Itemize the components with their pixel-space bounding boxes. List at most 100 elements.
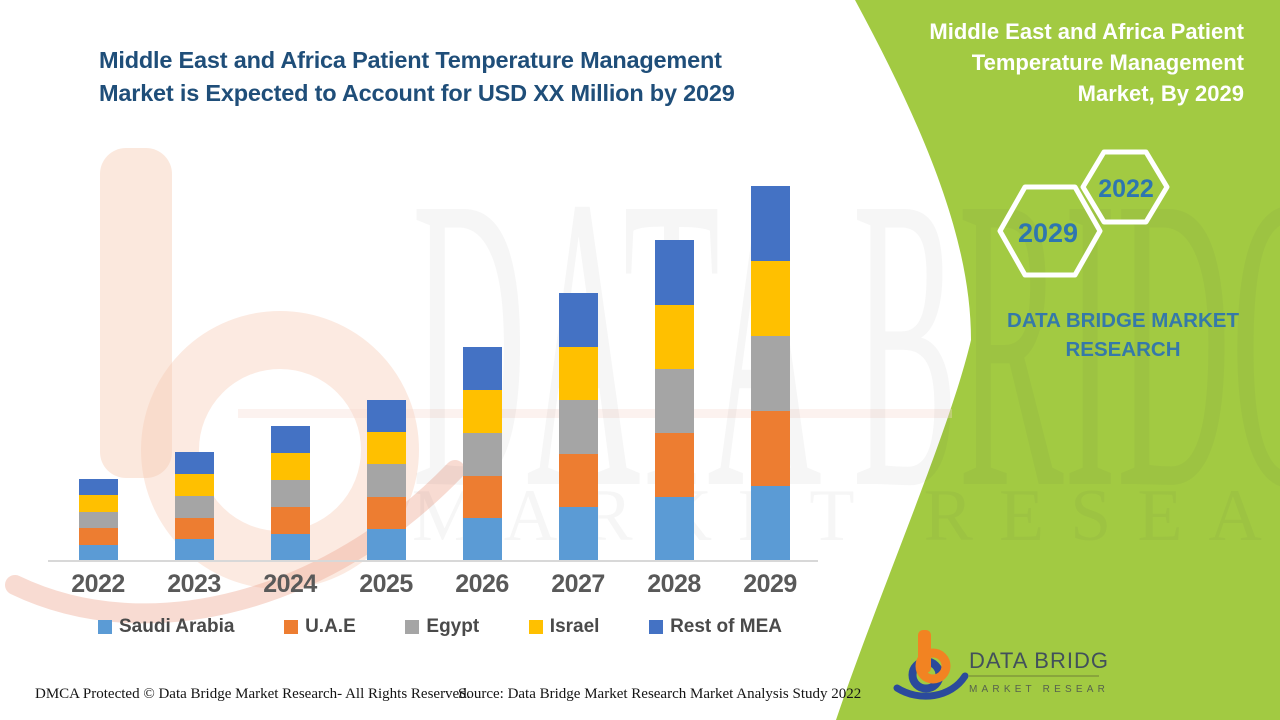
logo-orange-bowl	[915, 648, 951, 684]
bar-segment	[654, 496, 694, 561]
bar-segment	[462, 475, 502, 519]
bar-segment	[270, 453, 310, 480]
bar-segment	[366, 528, 406, 561]
bar-segment	[558, 292, 598, 347]
bar-segment	[270, 534, 310, 561]
bar-segment	[78, 511, 118, 528]
bar-stack-2028	[654, 240, 694, 561]
brand-caption: DATA BRIDGE MARKET RESEARCH	[1007, 309, 1239, 361]
bar-segment	[750, 486, 790, 561]
bar-segment	[78, 528, 118, 545]
bar-stack-2024	[270, 426, 310, 561]
hexagon-2029	[997, 184, 1103, 278]
bar-segment	[462, 390, 502, 433]
bar-stack-2026	[462, 347, 502, 561]
bar-segment	[462, 518, 502, 561]
bar-column	[146, 185, 242, 561]
panel-heading: Middle East and Africa Patient Temperatu…	[929, 19, 1244, 106]
legend-label: U.A.E	[305, 616, 356, 637]
legend-item: Israel	[528, 616, 600, 638]
bar-segment	[654, 304, 694, 369]
bar-column	[242, 185, 338, 561]
bar-segment	[558, 346, 598, 401]
hexagon-2022	[1080, 149, 1170, 225]
x-axis-label: 2029	[743, 570, 797, 598]
hexagon-2022-label: 2022	[1098, 175, 1154, 203]
bar-segment	[366, 432, 406, 465]
watermark-brand-text: DATA BRIDGE	[412, 110, 1280, 575]
legend-swatch	[284, 620, 299, 634]
bar-segment	[750, 336, 790, 411]
x-axis-label: 2028	[647, 570, 701, 598]
bar-segment	[270, 507, 310, 534]
bar-segment	[654, 432, 694, 497]
bar-stack-2027	[558, 292, 598, 561]
bar-column	[50, 185, 146, 561]
x-axis-label: 2027	[551, 570, 605, 598]
logo-tagline: MARKET RESEARCH	[969, 684, 1109, 695]
bar-segment	[174, 517, 214, 540]
legend-swatch	[405, 620, 420, 634]
legend-label: Saudi Arabia	[119, 616, 235, 637]
x-axis-labels: 2022 2023 2024 2025 2026 2027 2028 2029	[50, 570, 818, 599]
logo-blue-swoosh	[893, 672, 969, 700]
legend-item: U.A.E	[284, 616, 356, 638]
logo-b-icon	[893, 630, 969, 700]
bar-column	[626, 185, 722, 561]
bar-segment	[462, 432, 502, 476]
bar-column	[434, 185, 530, 561]
x-axis-label: 2022	[71, 570, 125, 598]
bar-segment	[366, 399, 406, 432]
bar-segment	[270, 426, 310, 453]
hexagon-2029-label: 2029	[1018, 218, 1078, 248]
bar-segment	[750, 411, 790, 486]
x-axis-line	[48, 560, 818, 562]
bar-segment	[462, 347, 502, 390]
bar-segment	[270, 480, 310, 507]
x-axis-label: 2026	[455, 570, 509, 598]
bar-segment	[558, 507, 598, 561]
x-axis-label: 2023	[167, 570, 221, 598]
x-axis-label: 2025	[359, 570, 413, 598]
bar-segment	[78, 544, 118, 561]
bar-stack-2023	[174, 452, 214, 561]
watermark-sub-text: MARKET RESEARCH	[412, 475, 1280, 557]
watermark-b-stem	[100, 148, 172, 478]
bar-segment	[174, 474, 214, 496]
dbmr-logo: DATA BRIDGE MARKET RESEARCH	[893, 630, 1109, 700]
logo-name: DATA BRIDGE	[969, 648, 1109, 673]
bar-segment	[750, 261, 790, 336]
stacked-bar-plot	[50, 185, 818, 561]
legend-label: Egypt	[426, 616, 480, 637]
bar-stack-2022	[78, 478, 118, 561]
bar-segment	[750, 186, 790, 261]
legend-swatch	[649, 620, 664, 634]
bar-segment	[654, 368, 694, 433]
bar-segment	[78, 478, 118, 495]
legend-item: Egypt	[405, 616, 479, 638]
legend-item: Rest of MEA	[649, 616, 782, 638]
bar-segment	[654, 240, 694, 305]
legend-label: Israel	[549, 616, 600, 637]
footer-dmca: DMCA Protected © Data Bridge Market Rese…	[35, 686, 471, 702]
bar-stack-2025	[366, 399, 406, 561]
legend-swatch	[528, 620, 543, 634]
bar-segment	[558, 453, 598, 508]
bar-segment	[174, 495, 214, 518]
bar-segment	[366, 464, 406, 497]
legend-item: Saudi Arabia	[98, 616, 234, 638]
bar-segment	[174, 539, 214, 561]
bar-segment	[558, 400, 598, 454]
bar-column	[530, 185, 626, 561]
chart-legend: Saudi Arabia U.A.E Egypt Israel Rest of MEA	[98, 616, 782, 638]
bar-segment	[366, 496, 406, 529]
bar-stack-2029	[750, 186, 790, 561]
bar-column	[722, 185, 818, 561]
green-panel-shape	[836, 0, 1280, 720]
legend-swatch	[98, 620, 112, 634]
footer-source: Source: Data Bridge Market Research Mark…	[458, 686, 862, 702]
x-axis-label: 2024	[263, 570, 317, 598]
legend-label: Rest of MEA	[670, 616, 782, 637]
